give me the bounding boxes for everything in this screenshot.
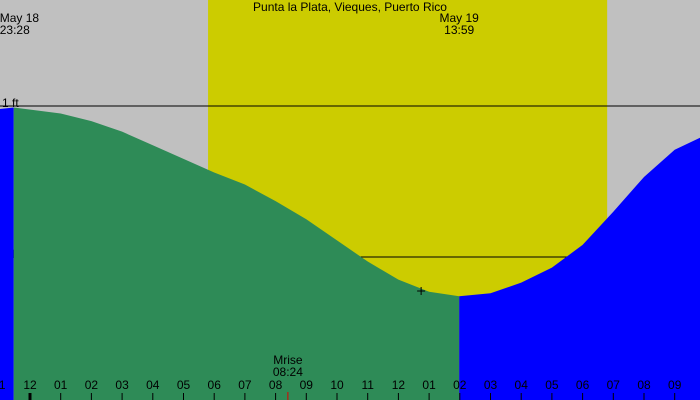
moonrise-time: 08:24 xyxy=(273,365,303,379)
x-tick-label: 06 xyxy=(576,378,590,392)
x-tick-label: 08 xyxy=(637,378,651,392)
x-tick-label: 03 xyxy=(115,378,129,392)
chart-title: Punta la Plata, Vieques, Puerto Rico xyxy=(253,0,447,14)
x-tick-label: 05 xyxy=(545,378,559,392)
x-tick-label: 03 xyxy=(484,378,498,392)
x-tick-label: 05 xyxy=(177,378,191,392)
x-tick-label: 01 xyxy=(422,378,436,392)
x-tick-label: 02 xyxy=(85,378,99,392)
moonrise-label: Mrise xyxy=(273,353,303,367)
x-tick-label: 01 xyxy=(54,378,68,392)
x-tick-label: 09 xyxy=(300,378,314,392)
x-tick-label: 06 xyxy=(208,378,222,392)
x-tick-label: 04 xyxy=(146,378,160,392)
x-tick-label: 11 xyxy=(0,378,6,392)
x-tick-label: 12 xyxy=(23,378,37,392)
x-tick-label: 02 xyxy=(453,378,467,392)
x-tick-label: 07 xyxy=(238,378,252,392)
tide-area xyxy=(459,137,700,400)
extreme-date: May 18 xyxy=(0,11,39,25)
y-tick-label: 1 ft xyxy=(2,96,19,110)
x-tick-label: 11 xyxy=(361,378,374,392)
x-tick-label: 09 xyxy=(668,378,682,392)
tide-area xyxy=(0,107,14,400)
extreme-time: 13:59 xyxy=(444,23,474,37)
x-tick-label: 10 xyxy=(330,378,344,392)
current-marker xyxy=(417,286,426,295)
x-tick-label: 12 xyxy=(392,378,406,392)
extreme-date: May 19 xyxy=(440,11,480,25)
x-tick-label: 04 xyxy=(515,378,529,392)
extreme-time: 23:28 xyxy=(0,23,30,37)
x-tick-label: 07 xyxy=(607,378,621,392)
x-tick-label: 08 xyxy=(269,378,283,392)
tide-area xyxy=(13,107,460,400)
